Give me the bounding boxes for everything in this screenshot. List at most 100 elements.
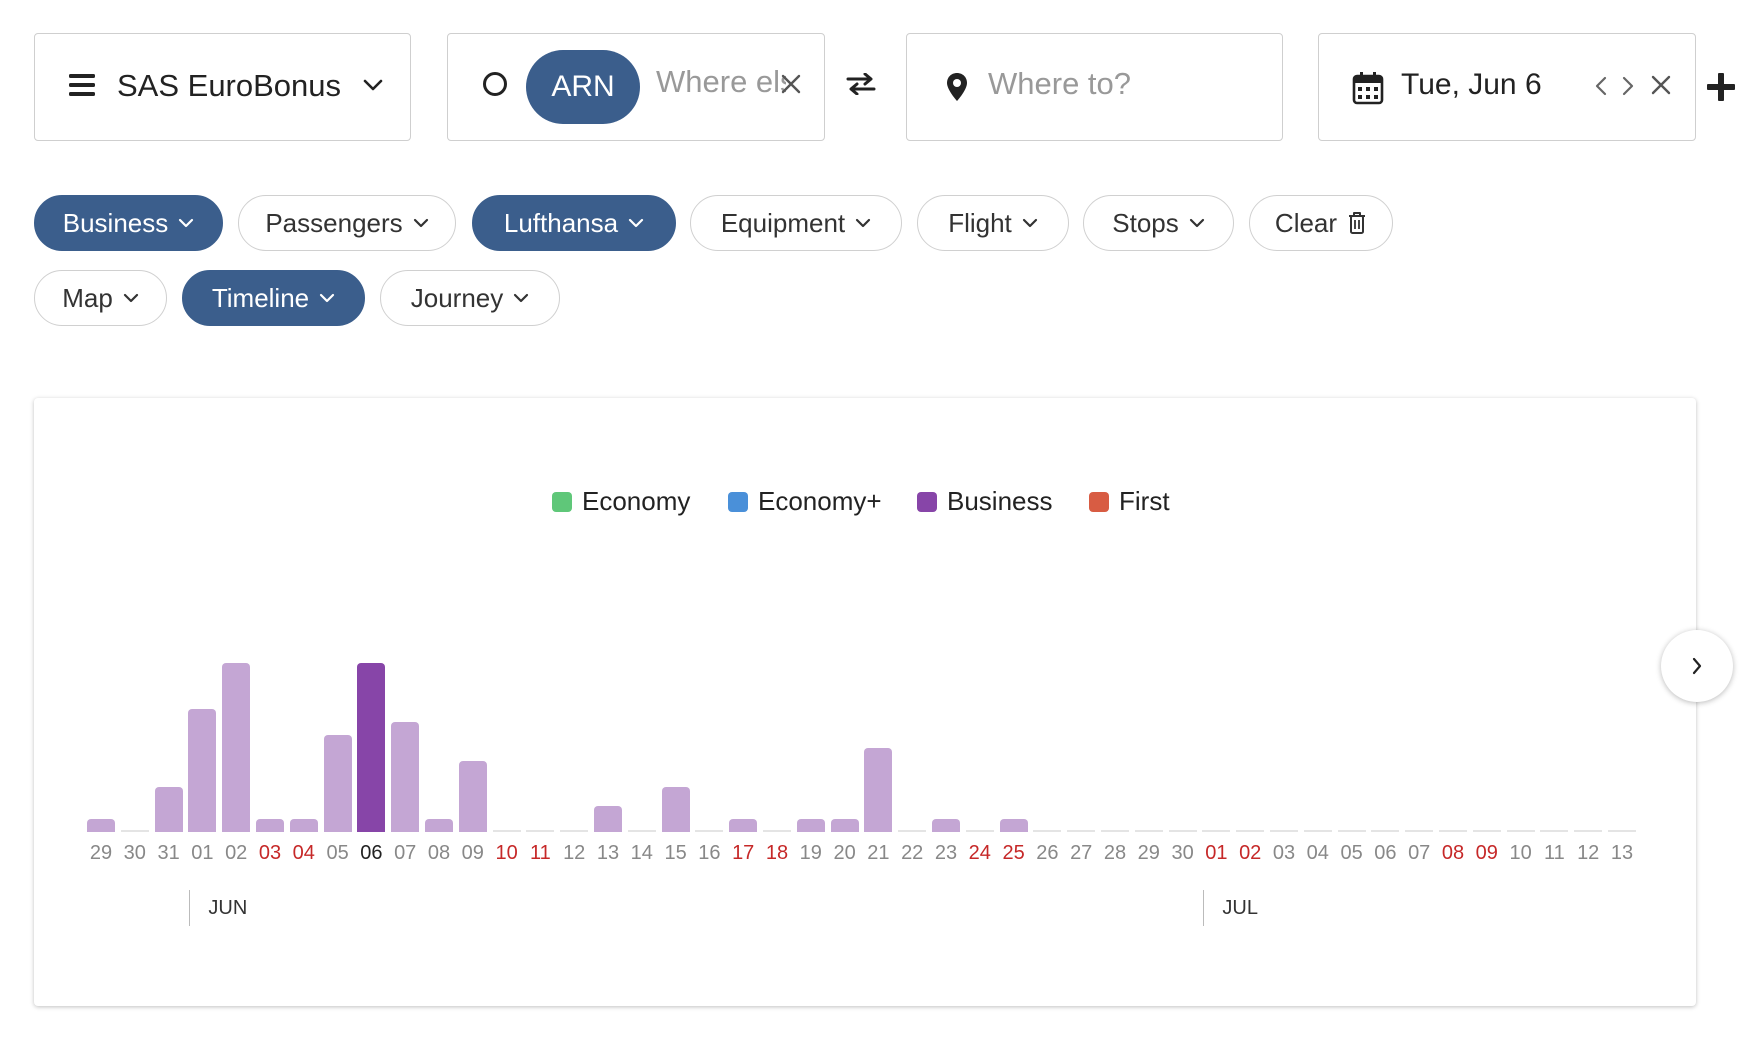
day-tick-label[interactable]: 14 — [630, 842, 653, 864]
timeline-bar-25[interactable] — [932, 819, 960, 832]
date-field[interactable]: Tue, Jun 6 — [1318, 33, 1696, 141]
timeline-bar-19[interactable] — [729, 819, 758, 832]
timeline-bar-4[interactable] — [222, 663, 251, 832]
day-tick-label[interactable]: 26 — [1036, 842, 1059, 864]
day-tick-label[interactable]: 19 — [799, 842, 822, 864]
chevron-right-icon[interactable] — [1621, 76, 1635, 96]
timeline-bar-7[interactable] — [323, 734, 352, 832]
timeline-bar-22[interactable] — [830, 819, 859, 832]
timeline-bar-5[interactable] — [256, 819, 284, 832]
empty-day-marker — [1608, 830, 1636, 832]
destination-field[interactable] — [906, 33, 1283, 141]
day-tick-label[interactable]: 10 — [1509, 842, 1532, 864]
day-tick-label[interactable]: 06 — [1374, 842, 1397, 864]
day-tick-label[interactable]: 01 — [1205, 842, 1228, 864]
day-tick-label[interactable]: 04 — [292, 842, 315, 864]
timeline-chart-card: Economy Economy+ Business First 29 30 31 01… — [34, 398, 1696, 1006]
day-tick-label[interactable]: 31 — [157, 842, 180, 864]
filter-timeline[interactable]: Timeline — [182, 270, 365, 326]
day-tick-label[interactable]: 05 — [1340, 842, 1363, 864]
day-tick-label[interactable]: 12 — [1577, 842, 1600, 864]
day-tick-label[interactable]: 29 — [89, 842, 113, 864]
filter-journey[interactable]: Journey — [380, 270, 560, 326]
legend-first[interactable]: First — [1089, 486, 1170, 517]
filter-business[interactable]: Business — [34, 195, 223, 251]
day-tick-label[interactable]: 13 — [596, 842, 620, 864]
day-tick-label[interactable]: 20 — [833, 842, 856, 864]
close-icon[interactable] — [780, 73, 802, 95]
circle-icon — [483, 72, 507, 96]
day-tick-label[interactable]: 03 — [258, 842, 282, 864]
day-tick-label[interactable]: 10 — [495, 842, 518, 864]
timeline-bar-2[interactable] — [154, 786, 183, 832]
origin-field[interactable]: ARN — [447, 33, 825, 141]
day-tick-label[interactable]: 11 — [1544, 842, 1565, 864]
plus-icon[interactable] — [1707, 73, 1735, 101]
day-tick-label[interactable]: 08 — [1441, 842, 1465, 864]
destination-input[interactable] — [988, 66, 1248, 102]
day-tick-label[interactable]: 28 — [1103, 842, 1127, 864]
day-tick-label[interactable]: 07 — [394, 842, 417, 864]
day-tick-label[interactable]: 09 — [1475, 842, 1498, 864]
chevron-left-icon[interactable] — [1594, 76, 1608, 96]
day-tick-label[interactable]: 07 — [1408, 842, 1431, 864]
timeline-bar-15[interactable] — [594, 806, 622, 832]
close-icon[interactable] — [1650, 74, 1672, 96]
legend-business[interactable]: Business — [917, 486, 1053, 517]
filter-equipment[interactable]: Equipment — [690, 195, 902, 251]
timeline-bar-21[interactable] — [796, 819, 825, 832]
day-tick-label[interactable]: 15 — [664, 842, 687, 864]
day-tick-label[interactable]: 29 — [1137, 842, 1160, 864]
swap-icon[interactable] — [846, 73, 876, 95]
calendar-icon — [1352, 71, 1384, 105]
day-tick-label[interactable]: 06 — [360, 842, 383, 864]
timeline-bar-3[interactable] — [188, 708, 217, 832]
day-tick-label[interactable]: 11 — [530, 842, 551, 864]
timeline-bar-10[interactable] — [425, 819, 453, 832]
timeline-bar-11[interactable] — [458, 760, 487, 832]
timeline-bar-27[interactable] — [999, 819, 1028, 832]
day-tick-label[interactable]: 02 — [225, 842, 248, 864]
day-tick-label[interactable]: 01 — [191, 842, 214, 864]
day-tick-label[interactable]: 24 — [968, 842, 991, 864]
day-tick-label[interactable]: 13 — [1610, 842, 1634, 864]
day-tick-label[interactable]: 03 — [1272, 842, 1296, 864]
timeline-bar-9[interactable] — [391, 721, 420, 832]
program-label: SAS EuroBonus — [117, 68, 342, 103]
empty-day-marker — [492, 830, 521, 832]
filter-label: Equipment — [720, 207, 846, 238]
timeline-bar-0[interactable] — [87, 819, 115, 832]
timeline-bar-6[interactable] — [289, 819, 318, 832]
legend-economy[interactable]: Economy — [552, 486, 690, 517]
filter-lufthansa[interactable]: Lufthansa — [472, 195, 676, 251]
filter-stops[interactable]: Stops — [1083, 195, 1234, 251]
day-tick-label[interactable]: 02 — [1239, 842, 1262, 864]
day-tick-label[interactable]: 21 — [867, 842, 890, 864]
day-tick-label[interactable]: 17 — [732, 842, 755, 864]
day-tick-label[interactable]: 30 — [123, 842, 146, 864]
filter-map[interactable]: Map — [34, 270, 167, 326]
day-tick-label[interactable]: 30 — [1171, 842, 1194, 864]
timeline-bar-17[interactable] — [661, 786, 690, 832]
program-selector[interactable]: SAS EuroBonus — [34, 33, 411, 141]
day-tick-label[interactable]: 27 — [1070, 842, 1093, 864]
origin-chip-arn[interactable]: ARN — [526, 50, 640, 124]
day-tick-label[interactable]: 08 — [427, 842, 451, 864]
filter-flight[interactable]: Flight — [917, 195, 1069, 251]
day-tick-label[interactable]: 18 — [765, 842, 789, 864]
filter-passengers[interactable]: Passengers — [238, 195, 456, 251]
timeline-bar-23[interactable] — [864, 747, 893, 832]
day-tick-label[interactable]: 04 — [1306, 842, 1329, 864]
day-tick-label[interactable]: 16 — [698, 842, 721, 864]
legend-economy-plus[interactable]: Economy+ — [728, 486, 882, 517]
day-tick-label[interactable]: 09 — [461, 842, 484, 864]
day-tick-label[interactable]: 25 — [1002, 842, 1025, 864]
day-tick-label[interactable]: 05 — [326, 842, 349, 864]
day-tick-label[interactable]: 22 — [901, 842, 924, 864]
day-tick-label[interactable]: 12 — [563, 842, 586, 864]
next-period-button[interactable] — [1661, 630, 1733, 702]
day-tick-label[interactable]: 23 — [934, 842, 958, 864]
timeline-bar-8[interactable] — [357, 663, 386, 832]
filter-clear[interactable]: Clear — [1249, 195, 1393, 251]
origin-input[interactable] — [656, 64, 786, 100]
